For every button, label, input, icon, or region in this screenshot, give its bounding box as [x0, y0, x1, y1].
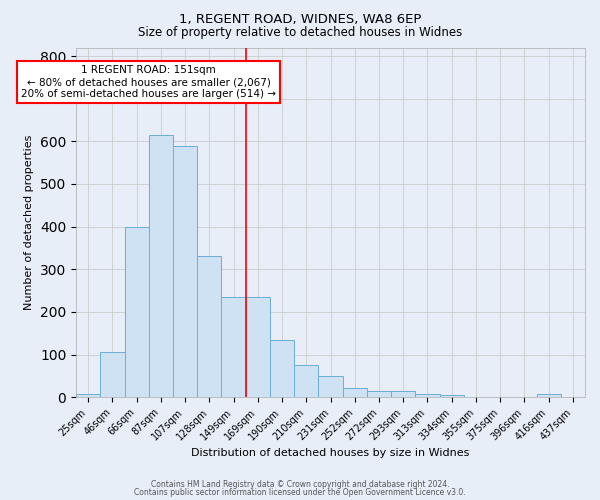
Text: Size of property relative to detached houses in Widnes: Size of property relative to detached ho…	[138, 26, 462, 39]
Bar	[246, 297, 270, 397]
Text: 1, REGENT ROAD, WIDNES, WA8 6EP: 1, REGENT ROAD, WIDNES, WA8 6EP	[179, 12, 421, 26]
Bar	[319, 376, 343, 397]
X-axis label: Distribution of detached houses by size in Widnes: Distribution of detached houses by size …	[191, 448, 470, 458]
Bar	[391, 391, 415, 397]
Bar	[125, 226, 149, 397]
Bar	[415, 394, 440, 397]
Text: Contains public sector information licensed under the Open Government Licence v3: Contains public sector information licen…	[134, 488, 466, 497]
Bar	[367, 391, 391, 397]
Bar	[536, 394, 561, 397]
Bar	[294, 365, 319, 397]
Text: 1 REGENT ROAD: 151sqm
← 80% of detached houses are smaller (2,067)
20% of semi-d: 1 REGENT ROAD: 151sqm ← 80% of detached …	[21, 66, 276, 98]
Y-axis label: Number of detached properties: Number of detached properties	[25, 134, 34, 310]
Bar	[343, 388, 367, 397]
Bar	[221, 297, 246, 397]
Bar	[173, 146, 197, 397]
Bar	[149, 135, 173, 397]
Bar	[197, 256, 221, 397]
Bar	[76, 394, 100, 397]
Text: Contains HM Land Registry data © Crown copyright and database right 2024.: Contains HM Land Registry data © Crown c…	[151, 480, 449, 489]
Bar	[100, 352, 125, 397]
Bar	[440, 395, 464, 397]
Bar	[270, 340, 294, 397]
